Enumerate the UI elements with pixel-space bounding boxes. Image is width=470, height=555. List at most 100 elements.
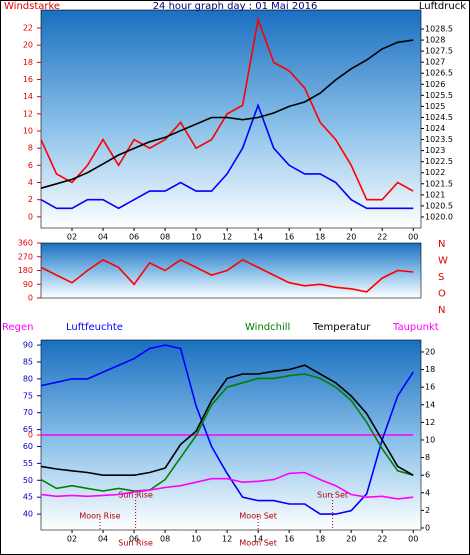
y-tick-label: 0 (28, 294, 33, 303)
y2-tick-label: 20 (425, 347, 435, 356)
y2-tick-label: 1022.5 (425, 157, 453, 166)
legend-entry: Windstarke (4, 1, 60, 12)
x-tick-label: 04 (98, 233, 108, 242)
y2-tick-label: 0 (425, 523, 430, 532)
x-tick-label: 12 (222, 535, 232, 544)
y2-tick-label: 1023.5 (425, 135, 453, 144)
y2-tick-label: 2 (425, 506, 430, 515)
y-tick-label: 80 (23, 374, 33, 383)
series-line (40, 471, 414, 500)
series-line (40, 258, 414, 293)
y2-tick-label: 1026 (425, 80, 445, 89)
y-tick-label: 65 (23, 425, 33, 434)
series-line (40, 364, 414, 476)
y3-tick-label: 0 (28, 431, 33, 440)
x-tick-label: 22 (377, 233, 387, 242)
y2-tick-label: 6 (425, 471, 430, 480)
x-tick-label: 14 (253, 535, 263, 544)
y2-tick-label: 16 (425, 383, 435, 392)
x-tick-label: 08 (160, 535, 170, 544)
y-tick-label: 90 (23, 280, 33, 289)
event-label: Moon Rise (79, 512, 120, 521)
y-tick-label: 40 (23, 510, 33, 519)
y2-tick-label: 1020.5 (425, 201, 453, 210)
y2-tick-label: W (438, 256, 448, 267)
legend-entry: Temperatur (312, 322, 371, 333)
y-tick-label: 12 (23, 109, 33, 118)
y2-tick-label: 4 (425, 488, 430, 497)
y-tick-label: 360 (18, 239, 33, 248)
y-tick-label: 70 (23, 408, 33, 417)
y2-tick-label: 1024.5 (425, 113, 453, 122)
legend-entry: Luftdruck (419, 1, 466, 12)
y-tick-label: 22 (23, 24, 33, 33)
series-line (40, 344, 414, 515)
y2-tick-label: N (438, 239, 445, 250)
x-tick-label: 18 (315, 233, 325, 242)
x-tick-label: 00 (408, 535, 418, 544)
y-tick-label: 4 (28, 178, 33, 187)
x-tick-label: 14 (253, 233, 263, 242)
legend-entry: Taupunkt (392, 322, 439, 333)
legend-entry: Luftfeuchte (66, 322, 123, 333)
y2-tick-label: 1026.5 (425, 69, 453, 78)
y-tick-label: 2 (28, 195, 33, 204)
y2-tick-label: O (438, 289, 446, 300)
y-tick-label: 8 (28, 144, 33, 153)
y2-tick-label: 12 (425, 418, 435, 427)
legend-entry: Windchill (245, 322, 290, 333)
axis-event-label: Moon Set (239, 539, 276, 548)
series-line (40, 16, 414, 201)
y2-tick-label: 1028.5 (425, 25, 453, 34)
y-tick-label: 45 (23, 493, 33, 502)
y-tick-label: 180 (18, 266, 33, 275)
x-tick-label: 06 (129, 233, 139, 242)
x-tick-label: 00 (408, 233, 418, 242)
y-tick-label: 55 (23, 459, 33, 468)
series-line (40, 373, 414, 492)
x-tick-label: 10 (191, 535, 201, 544)
y-tick-label: 60 (23, 442, 33, 451)
y2-tick-label: 10 (425, 435, 435, 444)
event-label: Sun Set (317, 491, 348, 500)
series-line (40, 102, 414, 210)
y2-tick-label: 1023 (425, 146, 445, 155)
y-tick-label: 18 (23, 58, 33, 67)
y2-tick-label: S (438, 272, 444, 283)
x-tick-label: 08 (160, 233, 170, 242)
y-tick-label: 50 (23, 476, 33, 485)
x-tick-label: 04 (98, 535, 108, 544)
x-tick-label: 12 (222, 233, 232, 242)
x-tick-label: 06 (129, 535, 139, 544)
y2-tick-label: 1027.5 (425, 47, 453, 56)
x-tick-label: 16 (284, 233, 294, 242)
y2-tick-label: 1025.5 (425, 91, 453, 100)
y2-tick-label: N (438, 305, 445, 316)
y-tick-label: 75 (23, 391, 33, 400)
axis-event-label: Sun Rise (118, 539, 153, 548)
x-tick-label: 22 (377, 535, 387, 544)
x-tick-label: 16 (284, 535, 294, 544)
y2-tick-label: 1027 (425, 58, 445, 67)
legend-entry: Regen (2, 322, 34, 333)
x-tick-label: 02 (67, 233, 77, 242)
y2-tick-label: 1020.0 (425, 212, 453, 221)
y2-tick-label: 8 (425, 453, 430, 462)
event-label: Moon Set (239, 512, 276, 521)
y-tick-label: 0 (28, 212, 33, 221)
chart-title: 24 hour graph day : 01 Mai 2016 (153, 1, 318, 12)
y2-tick-label: 1022 (425, 168, 445, 177)
y-tick-label: 270 (18, 252, 33, 261)
y-tick-label: 6 (28, 161, 33, 170)
plot-area (40, 9, 422, 229)
event-label: Sun Rise (118, 491, 153, 500)
y-tick-label: 10 (23, 127, 33, 136)
y-tick-label: 16 (23, 75, 33, 84)
y-tick-label: 90 (23, 341, 33, 350)
y-tick-label: 20 (23, 41, 33, 50)
y2-tick-label: 1024 (425, 124, 445, 133)
y2-tick-label: 1028 (425, 36, 445, 45)
x-tick-label: 20 (346, 535, 356, 544)
y2-tick-label: 1025 (425, 102, 445, 111)
